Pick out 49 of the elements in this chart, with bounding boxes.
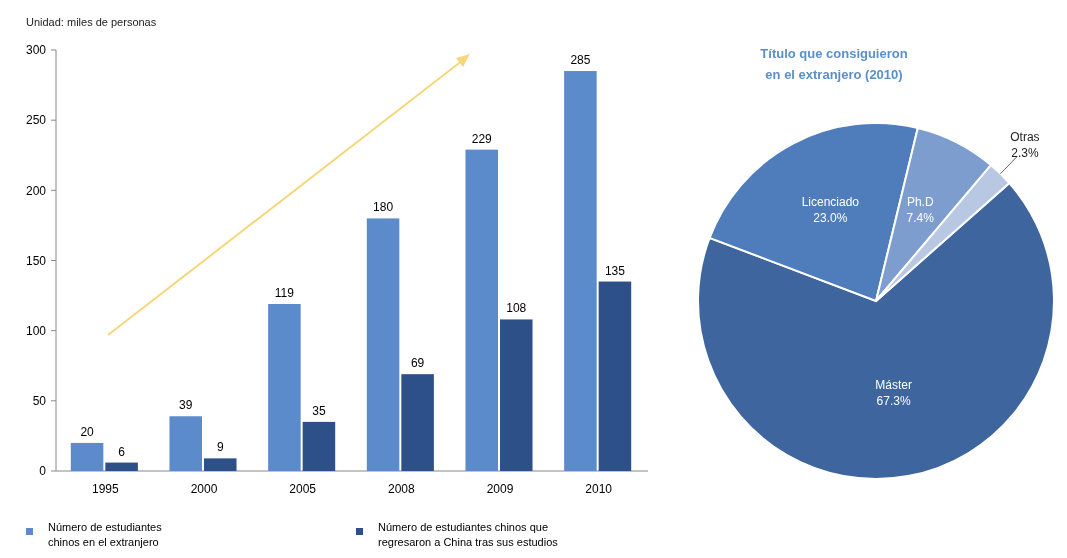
data-label: 9 (216, 440, 224, 455)
x-tick-label: 2005 (289, 482, 317, 496)
bar (401, 374, 434, 471)
data-label: 6 (118, 444, 126, 459)
data-label: 285 (570, 53, 591, 68)
legend-label: Número de estudiantes chinos en el extranjero (48, 521, 163, 548)
data-label: 135 (604, 263, 626, 278)
slice-label: Máster (875, 378, 912, 393)
data-label: 20 (80, 424, 95, 439)
slice-label: Ph.D (906, 194, 934, 209)
bar (598, 281, 632, 471)
slice-label: Otras (1010, 129, 1040, 144)
data-label: 23.0% (813, 211, 848, 226)
bar (169, 416, 202, 471)
data-label: 2.3% (1011, 145, 1039, 160)
data-label: 7.4% (906, 210, 935, 225)
y-tick-label: 100 (25, 323, 47, 338)
data-label: 108 (506, 301, 527, 316)
data-label: 35 (312, 403, 326, 418)
y-tick-label: 50 (32, 394, 47, 409)
bar (268, 304, 301, 471)
bar (500, 319, 533, 471)
data-label: 119 (274, 286, 295, 300)
x-tick-label: 2008 (387, 482, 415, 496)
bar (366, 218, 400, 471)
chart-title: Título que consiguieron en el extranjero (2010) (760, 46, 908, 82)
y-tick-label: 200 (25, 183, 47, 198)
bar (564, 71, 597, 471)
bar (70, 442, 104, 471)
bar (105, 462, 138, 471)
x-tick-label: 1995 (91, 482, 119, 496)
x-tick-label: 2010 (585, 482, 613, 496)
data-label: 39 (179, 398, 193, 413)
bar (204, 458, 237, 471)
legend-label: Número de estudiantes chinos que regresaron a China tras sus estudios (378, 521, 559, 548)
y-axis-title: Unidad: miles de personas (26, 16, 157, 28)
slice-label: Licenciado (801, 195, 860, 210)
y-tick-label: 0 (39, 464, 47, 479)
data-label: 69 (410, 356, 425, 371)
bar (465, 149, 498, 471)
y-tick-label: 150 (25, 253, 47, 268)
y-tick-label: 250 (25, 113, 47, 128)
data-label: 180 (373, 200, 394, 215)
x-tick-label: 2009 (486, 482, 514, 496)
bar (302, 421, 336, 471)
data-label: 67.3% (876, 394, 911, 409)
data-label: 229 (471, 131, 493, 146)
y-tick-label: 300 (25, 43, 47, 58)
x-tick-label: 2000 (190, 482, 218, 496)
